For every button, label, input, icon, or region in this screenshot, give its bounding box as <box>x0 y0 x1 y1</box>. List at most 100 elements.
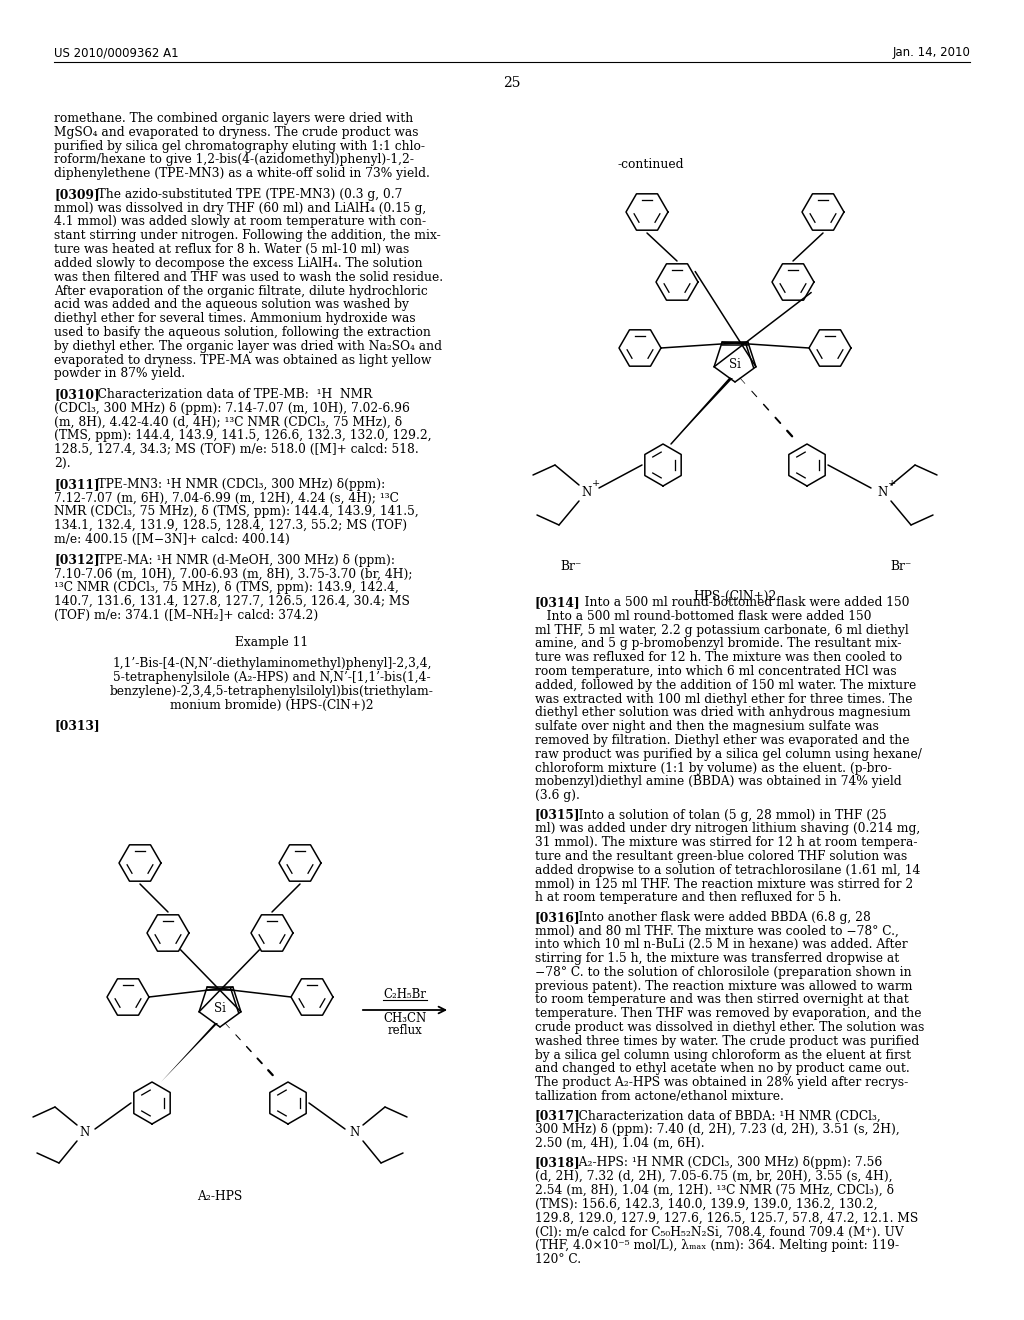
Text: powder in 87% yield.: powder in 87% yield. <box>54 367 185 380</box>
Text: 120° C.: 120° C. <box>535 1253 582 1266</box>
Text: 128.5, 127.4, 34.3; MS (TOF) m/e: 518.0 ([M]+ calcd: 518.: 128.5, 127.4, 34.3; MS (TOF) m/e: 518.0 … <box>54 444 419 457</box>
Text: ture and the resultant green-blue colored THF solution was: ture and the resultant green-blue colore… <box>535 850 907 863</box>
Polygon shape <box>671 378 733 444</box>
Text: diethyl ether for several times. Ammonium hydroxide was: diethyl ether for several times. Ammoniu… <box>54 312 416 325</box>
Text: temperature. Then THF was removed by evaporation, and the: temperature. Then THF was removed by eva… <box>535 1007 922 1020</box>
Text: NMR (CDCl₃, 75 MHz), δ (TMS, ppm): 144.4, 143.9, 141.5,: NMR (CDCl₃, 75 MHz), δ (TMS, ppm): 144.4… <box>54 506 419 519</box>
Text: (3.6 g).: (3.6 g). <box>535 789 580 803</box>
Text: [0311]: [0311] <box>54 478 99 491</box>
Text: mmol) was dissolved in dry THF (60 ml) and LiAlH₄ (0.15 g,: mmol) was dissolved in dry THF (60 ml) a… <box>54 202 426 215</box>
Text: ture was heated at reflux for 8 h. Water (5 ml-10 ml) was: ture was heated at reflux for 8 h. Water… <box>54 243 410 256</box>
Text: 2).: 2). <box>54 457 71 470</box>
Text: m/e: 400.15 ([M−3N]+ calcd: 400.14): m/e: 400.15 ([M−3N]+ calcd: 400.14) <box>54 533 290 546</box>
Text: +: + <box>888 479 896 487</box>
Text: Br⁻: Br⁻ <box>890 560 911 573</box>
Text: (CDCl₃, 300 MHz) δ (ppm): 7.14-7.07 (m, 10H), 7.02-6.96: (CDCl₃, 300 MHz) δ (ppm): 7.14-7.07 (m, … <box>54 401 410 414</box>
Text: Br⁻: Br⁻ <box>560 560 582 573</box>
Text: 5-tetraphenylsilole (A₂-HPS) and N,N’-[1,1’-bis(1,4-: 5-tetraphenylsilole (A₂-HPS) and N,N’-[1… <box>114 671 431 684</box>
Text: [0318]: [0318] <box>535 1156 581 1170</box>
Text: [0313]: [0313] <box>54 719 99 733</box>
Text: by diethyl ether. The organic layer was dried with Na₂SO₄ and: by diethyl ether. The organic layer was … <box>54 339 442 352</box>
Text: C₂H₅Br: C₂H₅Br <box>384 987 427 1001</box>
Text: tallization from actone/ethanol mixture.: tallization from actone/ethanol mixture. <box>535 1090 784 1104</box>
Text: raw product was purified by a silica gel column using hexane/: raw product was purified by a silica gel… <box>535 748 922 760</box>
Text: ¹³C NMR (CDCl₃, 75 MHz), δ (TMS, ppm): 143.9, 142.4,: ¹³C NMR (CDCl₃, 75 MHz), δ (TMS, ppm): 1… <box>54 581 399 594</box>
Text: 300 MHz) δ (ppm): 7.40 (d, 2H), 7.23 (d, 2H), 3.51 (s, 2H),: 300 MHz) δ (ppm): 7.40 (d, 2H), 7.23 (d,… <box>535 1123 900 1137</box>
Text: ml) was added under dry nitrogen lithium shaving (0.214 mg,: ml) was added under dry nitrogen lithium… <box>535 822 921 836</box>
Text: A₂-HPS: A₂-HPS <box>198 1191 243 1203</box>
Text: 1,1’-Bis-[4-(N,N’-diethylaminomethyl)phenyl]-2,3,4,: 1,1’-Bis-[4-(N,N’-diethylaminomethyl)phe… <box>113 657 432 671</box>
Text: 2.54 (m, 8H), 1.04 (m, 12H). ¹³C NMR (75 MHz, CDCl₃), δ: 2.54 (m, 8H), 1.04 (m, 12H). ¹³C NMR (75… <box>535 1184 894 1197</box>
Text: 129.8, 129.0, 127.9, 127.6, 126.5, 125.7, 57.8, 47.2, 12.1. MS: 129.8, 129.0, 127.9, 127.6, 126.5, 125.7… <box>535 1212 919 1225</box>
Text: (TMS, ppm): 144.4, 143.9, 141.5, 126.6, 132.3, 132.0, 129.2,: (TMS, ppm): 144.4, 143.9, 141.5, 126.6, … <box>54 429 432 442</box>
Text: (TOF) m/e: 374.1 ([M–NH₂]+ calcd: 374.2): (TOF) m/e: 374.1 ([M–NH₂]+ calcd: 374.2) <box>54 609 318 622</box>
Text: washed three times by water. The crude product was purified: washed three times by water. The crude p… <box>535 1035 920 1048</box>
Text: [0316]: [0316] <box>535 911 581 924</box>
Text: h at room temperature and then refluxed for 5 h.: h at room temperature and then refluxed … <box>535 891 842 904</box>
Text: benzylene)-2,3,4,5-tetraphenylsilolyl)bis(triethylam-: benzylene)-2,3,4,5-tetraphenylsilolyl)bi… <box>110 685 434 698</box>
Text: US 2010/0009362 A1: US 2010/0009362 A1 <box>54 46 178 59</box>
Text: N: N <box>582 487 592 499</box>
Text: into which 10 ml n-BuLi (2.5 M in hexane) was added. After: into which 10 ml n-BuLi (2.5 M in hexane… <box>535 939 907 952</box>
Text: sulfate over night and then the magnesium sulfate was: sulfate over night and then the magnesiu… <box>535 721 879 733</box>
Text: -continued: -continued <box>617 158 683 172</box>
Text: [0314]: [0314] <box>535 597 581 609</box>
Text: N: N <box>80 1126 90 1139</box>
Text: 31 mmol). The mixture was stirred for 12 h at room tempera-: 31 mmol). The mixture was stirred for 12… <box>535 836 918 849</box>
Text: added, followed by the addition of 150 ml water. The mixture: added, followed by the addition of 150 m… <box>535 678 916 692</box>
Text: Into another flask were added BBDA (6.8 g, 28: Into another flask were added BBDA (6.8 … <box>567 911 870 924</box>
Text: Into a solution of tolan (5 g, 28 mmol) in THF (25: Into a solution of tolan (5 g, 28 mmol) … <box>567 809 887 821</box>
Text: [0309]: [0309] <box>54 187 99 201</box>
Text: TPE-MA: ¹H NMR (d-MeOH, 300 MHz) δ (ppm):: TPE-MA: ¹H NMR (d-MeOH, 300 MHz) δ (ppm)… <box>86 553 395 566</box>
Text: acid was added and the aqueous solution was washed by: acid was added and the aqueous solution … <box>54 298 409 312</box>
Text: Into a 500 ml round-bottomed flask were added 150: Into a 500 ml round-bottomed flask were … <box>535 610 871 623</box>
Text: diethyl ether solution was dried with anhydrous magnesium: diethyl ether solution was dried with an… <box>535 706 910 719</box>
Text: −78° C. to the solution of chlorosilole (preparation shown in: −78° C. to the solution of chlorosilole … <box>535 966 911 979</box>
Text: MgSO₄ and evaporated to dryness. The crude product was: MgSO₄ and evaporated to dryness. The cru… <box>54 125 419 139</box>
Text: was extracted with 100 ml diethyl ether for three times. The: was extracted with 100 ml diethyl ether … <box>535 693 912 706</box>
Text: CH₃CN: CH₃CN <box>383 1012 427 1026</box>
Text: [0315]: [0315] <box>535 809 581 821</box>
Text: 140.7, 131.6, 131.4, 127.8, 127.7, 126.5, 126.4, 30.4; MS: 140.7, 131.6, 131.4, 127.8, 127.7, 126.5… <box>54 595 410 609</box>
Text: Si: Si <box>729 358 741 371</box>
Text: to room temperature and was then stirred overnight at that: to room temperature and was then stirred… <box>535 994 908 1006</box>
Text: Example 11: Example 11 <box>236 636 308 649</box>
Text: ture was refluxed for 12 h. The mixture was then cooled to: ture was refluxed for 12 h. The mixture … <box>535 651 902 664</box>
Text: evaporated to dryness. TPE-MA was obtained as light yellow: evaporated to dryness. TPE-MA was obtain… <box>54 354 431 367</box>
Text: by a silica gel column using chloroform as the eluent at first: by a silica gel column using chloroform … <box>535 1048 911 1061</box>
Text: [0317]: [0317] <box>535 1109 581 1122</box>
Text: romethane. The combined organic layers were dried with: romethane. The combined organic layers w… <box>54 112 414 125</box>
Text: N: N <box>350 1126 360 1139</box>
Text: The product A₂-HPS was obtained in 28% yield after recrys-: The product A₂-HPS was obtained in 28% y… <box>535 1076 908 1089</box>
Text: (d, 2H), 7.32 (d, 2H), 7.05-6.75 (m, br, 20H), 3.55 (s, 4H),: (d, 2H), 7.32 (d, 2H), 7.05-6.75 (m, br,… <box>535 1170 893 1183</box>
Text: purified by silica gel chromatography eluting with 1:1 chlo-: purified by silica gel chromatography el… <box>54 140 425 153</box>
Text: 25: 25 <box>503 77 521 90</box>
Text: 134.1, 132.4, 131.9, 128.5, 128.4, 127.3, 55.2; MS (TOF): 134.1, 132.4, 131.9, 128.5, 128.4, 127.3… <box>54 519 408 532</box>
Text: and changed to ethyl acetate when no by product came out.: and changed to ethyl acetate when no by … <box>535 1063 909 1076</box>
Text: monium bromide) (HPS-(ClN+)2: monium bromide) (HPS-(ClN+)2 <box>170 698 374 711</box>
Text: Jan. 14, 2010: Jan. 14, 2010 <box>892 46 970 59</box>
Text: 7.10-7.06 (m, 10H), 7.00-6.93 (m, 8H), 3.75-3.70 (br, 4H);: 7.10-7.06 (m, 10H), 7.00-6.93 (m, 8H), 3… <box>54 568 413 581</box>
Text: TPE-MN3: ¹H NMR (CDCl₃, 300 MHz) δ(ppm):: TPE-MN3: ¹H NMR (CDCl₃, 300 MHz) δ(ppm): <box>86 478 385 491</box>
Text: (THF, 4.0×10⁻⁵ mol/L), λₘₐₓ (nm): 364. Melting point: 119-: (THF, 4.0×10⁻⁵ mol/L), λₘₐₓ (nm): 364. M… <box>535 1239 899 1253</box>
Polygon shape <box>161 1023 218 1082</box>
Text: roform/hexane to give 1,2-bis(4-(azidomethyl)phenyl)-1,2-: roform/hexane to give 1,2-bis(4-(azidome… <box>54 153 414 166</box>
Text: previous patent). The reaction mixture was allowed to warm: previous patent). The reaction mixture w… <box>535 979 912 993</box>
Text: used to basify the aqueous solution, following the extraction: used to basify the aqueous solution, fol… <box>54 326 431 339</box>
Text: HPS-(ClN+)2: HPS-(ClN+)2 <box>693 590 776 603</box>
Text: [0310]: [0310] <box>54 388 99 401</box>
Text: Si: Si <box>214 1002 226 1015</box>
Text: reflux: reflux <box>388 1024 422 1038</box>
Text: chloroform mixture (1:1 by volume) as the eluent. (p-bro-: chloroform mixture (1:1 by volume) as th… <box>535 762 892 775</box>
Text: mobenzyl)diethyl amine (BBDA) was obtained in 74% yield: mobenzyl)diethyl amine (BBDA) was obtain… <box>535 775 901 788</box>
Text: (TMS): 156.6, 142.3, 140.0, 139.9, 139.0, 136.2, 130.2,: (TMS): 156.6, 142.3, 140.0, 139.9, 139.0… <box>535 1197 878 1210</box>
Text: (Cl): m/e calcd for C₅₀H₅₂N₂Si, 708.4, found 709.4 (M⁺). UV: (Cl): m/e calcd for C₅₀H₅₂N₂Si, 708.4, f… <box>535 1225 904 1238</box>
Text: (m, 8H), 4.42-4.40 (d, 4H); ¹³C NMR (CDCl₃, 75 MHz), δ: (m, 8H), 4.42-4.40 (d, 4H); ¹³C NMR (CDC… <box>54 416 402 429</box>
Text: removed by filtration. Diethyl ether was evaporated and the: removed by filtration. Diethyl ether was… <box>535 734 909 747</box>
Text: The azido-substituted TPE (TPE-MN3) (0.3 g, 0.7: The azido-substituted TPE (TPE-MN3) (0.3… <box>86 187 402 201</box>
Text: amine, and 5 g p-bromobenzyl bromide. The resultant mix-: amine, and 5 g p-bromobenzyl bromide. Th… <box>535 638 901 651</box>
Text: was then filtered and THF was used to wash the solid residue.: was then filtered and THF was used to wa… <box>54 271 443 284</box>
Text: crude product was dissolved in diethyl ether. The solution was: crude product was dissolved in diethyl e… <box>535 1022 925 1034</box>
Text: N: N <box>878 487 888 499</box>
Text: room temperature, into which 6 ml concentrated HCl was: room temperature, into which 6 ml concen… <box>535 665 897 678</box>
